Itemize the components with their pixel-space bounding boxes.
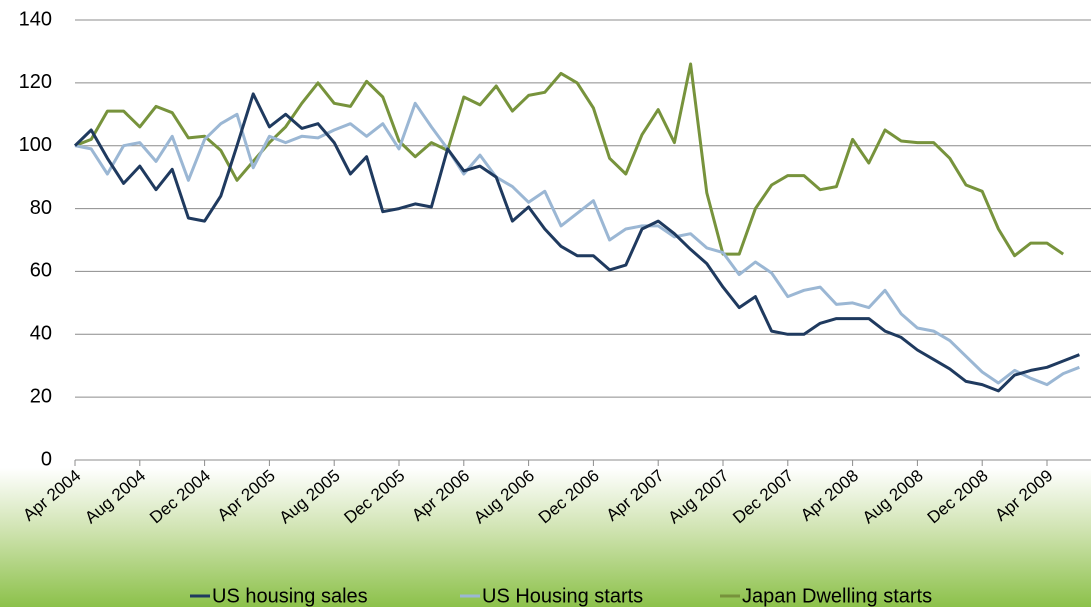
footer-band — [0, 468, 1091, 607]
y-tick-label: 80 — [30, 197, 52, 219]
y-tick-label: 40 — [30, 323, 52, 345]
legend-label: US Housing starts — [482, 585, 643, 607]
y-tick-label: 0 — [41, 448, 52, 470]
y-tick-label: 100 — [19, 134, 52, 156]
series-line — [74, 62, 1065, 258]
y-tick-label: 140 — [19, 8, 52, 30]
legend-label: US housing sales — [212, 585, 368, 607]
y-tick-label: 20 — [30, 385, 52, 407]
series-line — [73, 92, 1080, 393]
y-tick-label: 120 — [19, 71, 52, 93]
y-tick-label: 60 — [30, 260, 52, 282]
legend-label: Japan Dwelling starts — [742, 585, 932, 607]
